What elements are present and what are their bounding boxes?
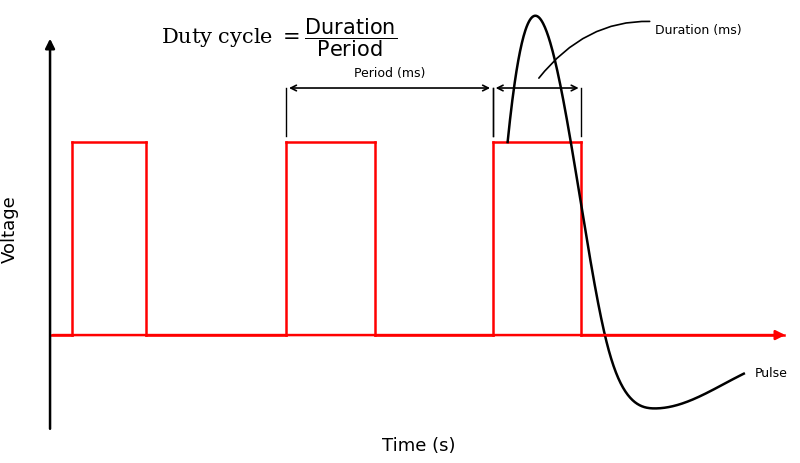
Text: Pulse: Pulse <box>755 367 788 380</box>
Text: Time (s): Time (s) <box>382 438 456 456</box>
Text: Voltage: Voltage <box>1 195 18 263</box>
Text: Duration (ms): Duration (ms) <box>539 21 742 78</box>
Text: Duty cycle $= \dfrac{\mathrm{Duration}}{\mathrm{Period}}$: Duty cycle $= \dfrac{\mathrm{Duration}}{… <box>161 17 397 59</box>
Text: Period (ms): Period (ms) <box>354 67 426 80</box>
